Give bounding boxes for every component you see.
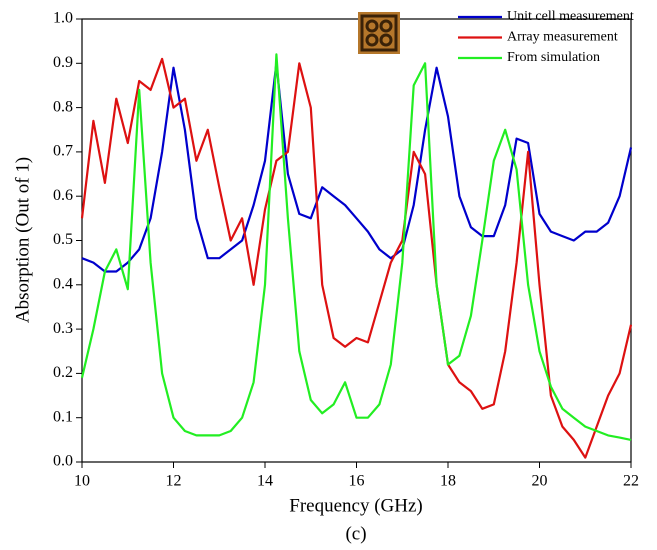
y-tick-label: 0.4 bbox=[53, 275, 73, 292]
data-line bbox=[80, 53, 632, 441]
caption: (c) bbox=[345, 523, 366, 544]
data-line bbox=[81, 62, 633, 273]
x-tick-label: 10 bbox=[74, 473, 90, 490]
y-tick-label: 0.5 bbox=[53, 231, 73, 248]
y-tick-label: 0.8 bbox=[53, 98, 73, 115]
legend-label: From simulation bbox=[507, 50, 600, 65]
x-axis-label: Frequency (GHz) bbox=[289, 495, 422, 516]
x-tick-label: 22 bbox=[623, 473, 639, 490]
x-tick-label: 18 bbox=[440, 473, 456, 490]
y-tick-label: 0.6 bbox=[53, 187, 73, 204]
legend-label: Array measurement bbox=[507, 30, 618, 45]
y-axis-label: Absorption (Out of 1) bbox=[12, 157, 33, 323]
y-tick-label: 0.0 bbox=[53, 453, 73, 470]
y-tick-label: 0.9 bbox=[53, 54, 73, 71]
data-line bbox=[80, 57, 633, 459]
legend-label: Unit cell measurement bbox=[507, 9, 634, 24]
x-tick-label: 20 bbox=[532, 473, 548, 490]
y-tick-label: 0.3 bbox=[53, 320, 73, 337]
y-tick-label: 0.1 bbox=[53, 408, 73, 425]
x-tick-label: 12 bbox=[166, 473, 182, 490]
inset-icon bbox=[358, 12, 400, 54]
plot-frame bbox=[81, 18, 632, 463]
y-tick-label: 0.2 bbox=[53, 364, 73, 381]
y-tick-label: 1.0 bbox=[53, 10, 73, 27]
y-tick-label: 0.7 bbox=[53, 143, 73, 160]
x-tick-label: 16 bbox=[349, 473, 365, 490]
x-tick-label: 14 bbox=[257, 473, 273, 490]
